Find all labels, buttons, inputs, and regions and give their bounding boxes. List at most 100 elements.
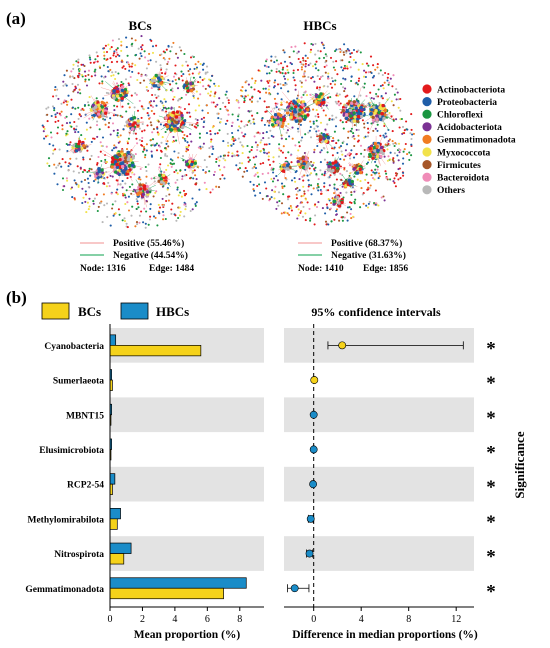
- network-node: [409, 132, 412, 135]
- network-node: [280, 87, 283, 90]
- network-hub-node: [104, 111, 108, 115]
- network-node: [160, 150, 163, 153]
- network-node: [352, 135, 355, 138]
- network-node: [145, 143, 148, 146]
- network-node: [92, 180, 96, 183]
- network-bcs-title: BCs: [128, 18, 151, 33]
- network-node: [299, 123, 302, 126]
- network-node: [188, 123, 191, 126]
- network-hub-node: [316, 101, 321, 105]
- network-node: [379, 134, 382, 137]
- network-node: [246, 169, 249, 172]
- panel-b-label: (b): [6, 288, 27, 307]
- network-node: [335, 213, 338, 216]
- network-hub-node: [126, 157, 130, 162]
- network-node: [195, 126, 198, 129]
- network-node: [327, 96, 330, 99]
- network-hub-node: [348, 108, 353, 113]
- ci-estimate-point: [309, 445, 318, 454]
- network-node: [366, 206, 370, 209]
- network-node: [47, 157, 51, 160]
- network-node: [83, 178, 87, 182]
- network-node: [53, 109, 56, 112]
- network-node: [251, 114, 254, 117]
- network-hub-node: [100, 171, 105, 175]
- network-node: [203, 77, 206, 80]
- network-node: [119, 183, 122, 186]
- network-node: [135, 93, 138, 96]
- network-node: [136, 200, 139, 203]
- significance-mark: *: [486, 442, 496, 463]
- network-hub-node: [355, 119, 360, 124]
- network-node: [215, 160, 218, 163]
- network-node: [355, 128, 358, 131]
- network-node: [304, 54, 307, 57]
- network-node: [60, 165, 63, 168]
- network-node: [294, 88, 297, 91]
- network-node: [239, 126, 242, 130]
- network-node: [391, 130, 394, 133]
- network-node: [257, 131, 260, 134]
- network-node: [199, 62, 202, 66]
- network-node: [89, 126, 92, 129]
- network-node: [172, 98, 175, 101]
- network-node: [128, 65, 131, 68]
- network-node: [308, 173, 311, 176]
- network-node: [191, 208, 194, 211]
- network-node: [135, 137, 138, 140]
- network-node: [376, 63, 379, 66]
- network-node: [171, 140, 174, 143]
- network-node: [348, 174, 351, 177]
- network-node: [103, 76, 106, 79]
- network-node: [117, 208, 120, 211]
- network-hub-node: [160, 180, 164, 184]
- network-node: [361, 63, 364, 66]
- network-node: [367, 64, 370, 67]
- network-node: [309, 120, 312, 123]
- network-node: [176, 56, 179, 59]
- network-node: [53, 88, 57, 91]
- network-node: [361, 85, 365, 88]
- network-node: [278, 143, 281, 146]
- network-hbcs: [230, 41, 415, 226]
- network-node: [54, 86, 57, 89]
- network-node: [400, 117, 403, 121]
- network-node: [70, 98, 73, 101]
- network-node: [109, 47, 112, 50]
- network-node: [112, 214, 115, 217]
- network-hub-node: [171, 111, 176, 115]
- network-node: [209, 130, 212, 133]
- network-node: [253, 135, 256, 138]
- network-node: [56, 111, 59, 115]
- network-node: [374, 189, 377, 192]
- network-node: [45, 107, 48, 110]
- network-node: [85, 128, 88, 131]
- network-node: [89, 58, 92, 61]
- network-node: [81, 201, 84, 205]
- network-node: [155, 104, 158, 107]
- network-hub-node: [193, 161, 197, 165]
- network-node: [56, 88, 59, 91]
- network-node: [135, 198, 138, 201]
- network-node: [389, 77, 392, 80]
- network-node: [206, 111, 210, 115]
- network-node: [142, 150, 145, 153]
- network-node: [125, 36, 128, 39]
- network-hub-node: [332, 199, 336, 204]
- network-node: [88, 54, 91, 57]
- network-node: [179, 169, 182, 172]
- network-node: [219, 120, 222, 124]
- network-node: [208, 78, 211, 81]
- network-node: [183, 137, 186, 140]
- network-node: [300, 139, 303, 142]
- network-node: [343, 53, 346, 56]
- network-node: [374, 127, 377, 130]
- network-node: [353, 124, 356, 127]
- network-node: [257, 90, 260, 93]
- network-node: [122, 128, 125, 131]
- network-node: [296, 190, 300, 193]
- network-node: [118, 54, 121, 57]
- network-node: [263, 151, 266, 154]
- network-node: [191, 55, 194, 58]
- network-node: [124, 202, 127, 206]
